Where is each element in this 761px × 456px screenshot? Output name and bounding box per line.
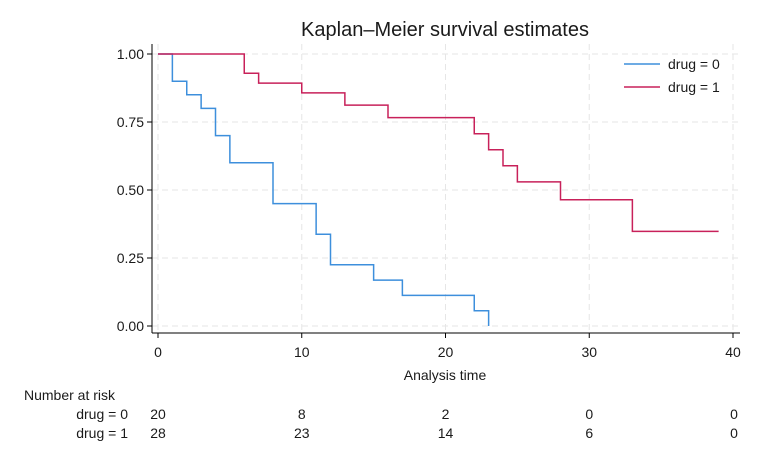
x-tick-label: 10 [294, 344, 310, 360]
y-tick-label: 0.00 [117, 318, 144, 334]
risk-count: 14 [438, 425, 454, 441]
gridlines [152, 44, 740, 333]
x-axis-label: Analysis time [404, 367, 487, 383]
legend: drug = 0 drug = 1 [624, 56, 720, 95]
risk-count: 28 [150, 425, 166, 441]
risk-count: 20 [150, 406, 166, 422]
risk-count: 23 [294, 425, 310, 441]
y-tick-label: 0.75 [117, 114, 144, 130]
series-line-drug-0 [158, 53, 490, 326]
risk-row-label: drug = 1 [76, 425, 128, 441]
x-tick-label: 0 [154, 344, 162, 360]
risk-count: 6 [585, 425, 593, 441]
risk-row-label: drug = 0 [76, 406, 128, 422]
risk-count: 0 [730, 425, 738, 441]
x-tick-label: 20 [438, 344, 454, 360]
x-tick-label: 40 [725, 344, 741, 360]
chart-title: Kaplan–Meier survival estimates [301, 19, 589, 41]
legend-label: drug = 0 [668, 56, 720, 72]
series-line-drug-1 [158, 53, 719, 233]
risk-table-heading: Number at risk [24, 387, 116, 403]
axes: 0.00 0.25 0.50 0.75 1.00 0 10 20 30 40 [117, 44, 741, 360]
x-tick-label: 30 [581, 344, 597, 360]
risk-count: 8 [298, 406, 306, 422]
y-tick-label: 0.25 [117, 250, 144, 266]
risk-count: 2 [442, 406, 450, 422]
y-tick-label: 1.00 [117, 46, 144, 62]
legend-label: drug = 1 [668, 79, 720, 95]
series-lines [158, 53, 719, 326]
risk-count: 0 [730, 406, 738, 422]
risk-count: 0 [585, 406, 593, 422]
y-tick-label: 0.50 [117, 182, 144, 198]
